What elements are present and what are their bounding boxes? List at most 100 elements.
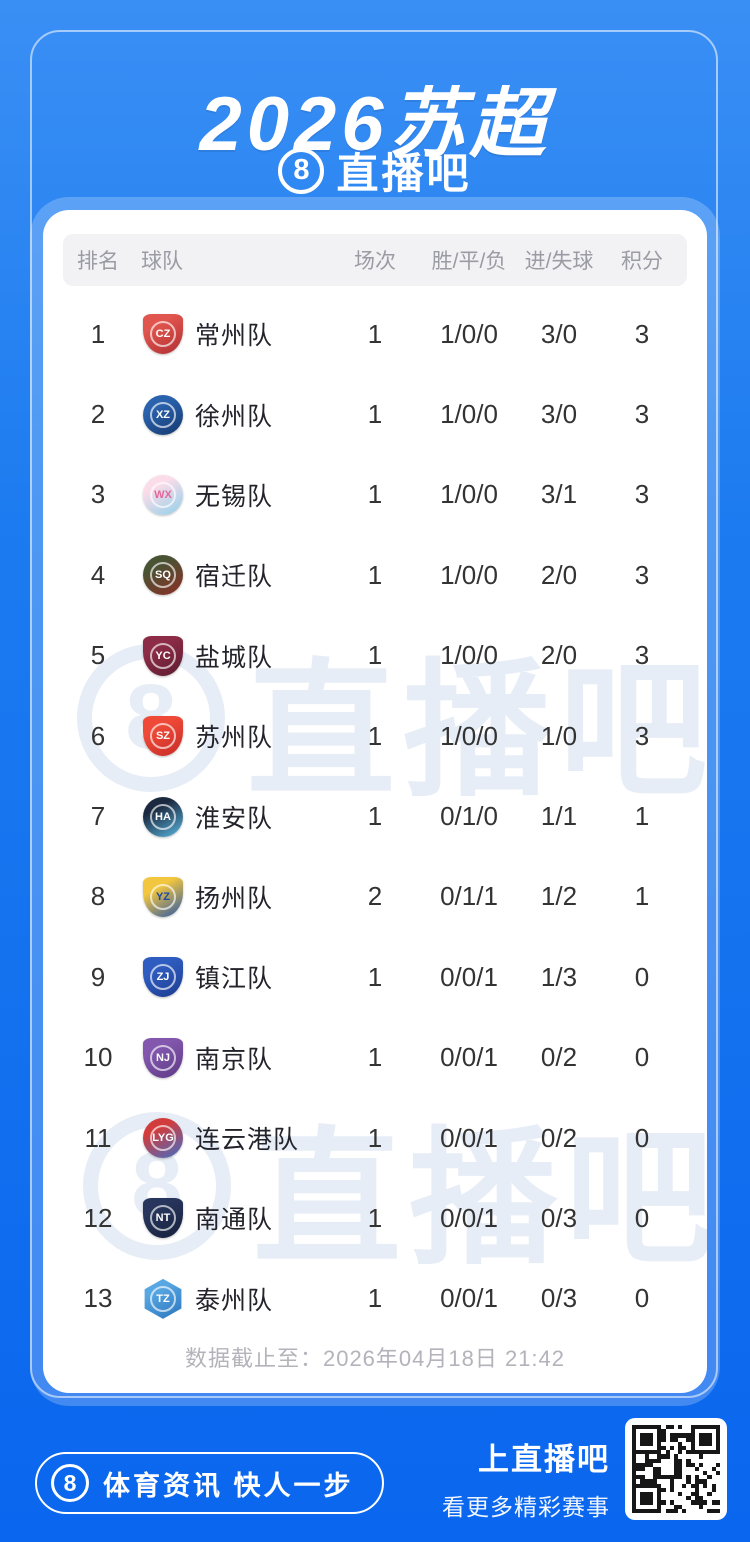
team-logo-icon: XZ xyxy=(143,394,183,435)
team-name: 徐州队 xyxy=(195,402,274,431)
points-cell: 1 xyxy=(634,801,650,832)
points-cell: 3 xyxy=(634,640,650,671)
table-row: 8 YZ 扬州队 2 0/1/1 1/2 1 xyxy=(63,857,687,937)
standings-card: 8 直播吧 8 直播吧 排名 球队 场次 胜/平/负 进/失球 积分 1 CZ … xyxy=(43,210,707,1393)
points-cell: 0 xyxy=(634,1042,650,1073)
played-cell: 1 xyxy=(367,1202,383,1233)
points-cell: 3 xyxy=(634,559,650,590)
zhibo8-logo-icon: 8 xyxy=(51,1464,89,1502)
goals-cell: 1/3 xyxy=(540,961,578,992)
wdl-cell: 0/1/0 xyxy=(440,801,498,832)
team-name: 泰州队 xyxy=(195,1286,274,1315)
wdl-cell: 1/0/0 xyxy=(440,318,498,349)
goals-cell: 0/2 xyxy=(540,1042,578,1073)
cta-title: 上直播吧 xyxy=(478,1442,610,1477)
played-cell: 1 xyxy=(367,961,383,992)
wdl-cell: 0/0/1 xyxy=(440,1042,498,1073)
team-abbr: NJ xyxy=(155,1051,171,1064)
rank-cell: 9 xyxy=(90,961,106,992)
team-abbr: WX xyxy=(154,488,172,501)
table-row: 4 SQ 宿迁队 1 1/0/0 2/0 3 xyxy=(63,535,687,615)
team-name: 扬州队 xyxy=(195,884,274,913)
team-cell: LYG 连云港队 xyxy=(133,1118,333,1159)
table-row: 1 CZ 常州队 1 1/0/0 3/0 3 xyxy=(63,294,687,374)
team-cell: NT 南通队 xyxy=(133,1198,333,1239)
rank-cell: 1 xyxy=(90,318,106,349)
col-goals: 进/失球 xyxy=(524,250,594,273)
team-abbr: SZ xyxy=(155,730,171,743)
goals-cell: 1/1 xyxy=(540,801,578,832)
goals-cell: 3/1 xyxy=(540,479,578,510)
rank-cell: 5 xyxy=(90,640,106,671)
played-cell: 1 xyxy=(367,640,383,671)
rank-cell: 8 xyxy=(90,881,106,912)
team-name: 苏州队 xyxy=(195,724,274,753)
team-name: 连云港队 xyxy=(195,1126,300,1155)
table-row: 3 WX 无锡队 1 1/0/0 3/1 3 xyxy=(63,455,687,535)
slogan-pill: 8 体育资讯 快人一步 xyxy=(35,1452,384,1514)
wdl-cell: 1/0/0 xyxy=(440,559,498,590)
team-abbr: CZ xyxy=(155,328,171,341)
table-header: 排名 球队 场次 胜/平/负 进/失球 积分 xyxy=(63,234,687,286)
rank-cell: 2 xyxy=(90,399,106,430)
team-cell: SZ 苏州队 xyxy=(133,716,333,757)
goals-cell: 3/0 xyxy=(540,318,578,349)
team-cell: XZ 徐州队 xyxy=(133,394,333,435)
goals-cell: 0/3 xyxy=(540,1202,578,1233)
team-cell: WX 无锡队 xyxy=(133,474,333,515)
played-cell: 1 xyxy=(367,1042,383,1073)
team-cell: ZJ 镇江队 xyxy=(133,957,333,998)
played-cell: 1 xyxy=(367,318,383,349)
team-logo-icon: HA xyxy=(143,796,183,837)
played-cell: 1 xyxy=(367,801,383,832)
wdl-cell: 1/0/0 xyxy=(440,479,498,510)
goals-cell: 1/2 xyxy=(540,881,578,912)
wdl-cell: 0/1/1 xyxy=(440,881,498,912)
team-name: 淮安队 xyxy=(195,804,274,833)
goals-cell: 3/0 xyxy=(540,399,578,430)
played-cell: 1 xyxy=(367,559,383,590)
page-title: 2026苏超 xyxy=(199,82,551,167)
team-name: 南京队 xyxy=(195,1045,274,1074)
brand-name: 直播吧 xyxy=(336,150,472,197)
played-cell: 1 xyxy=(367,479,383,510)
played-cell: 1 xyxy=(367,1122,383,1153)
team-logo-icon: SQ xyxy=(143,555,183,596)
team-logo-icon: TZ xyxy=(144,1278,182,1319)
rank-cell: 11 xyxy=(84,1122,112,1153)
team-abbr: TZ xyxy=(156,1292,170,1305)
team-abbr: YC xyxy=(155,649,171,662)
qr-code xyxy=(625,1418,727,1520)
points-cell: 3 xyxy=(634,720,650,751)
played-cell: 1 xyxy=(367,1283,383,1314)
col-team: 球队 xyxy=(141,250,183,273)
team-abbr: YZ xyxy=(155,890,171,903)
points-cell: 3 xyxy=(634,479,650,510)
rank-cell: 6 xyxy=(90,720,106,751)
rank-cell: 7 xyxy=(90,801,106,832)
points-cell: 3 xyxy=(634,399,650,430)
data-cutoff-note: 数据截止至：2026年04月18日 21:42 xyxy=(184,1346,566,1371)
team-abbr: HA xyxy=(155,810,171,823)
wdl-cell: 0/0/1 xyxy=(440,1283,498,1314)
goals-cell: 0/3 xyxy=(540,1283,578,1314)
cta-block: 上直播吧 看更多精彩赛事 xyxy=(442,1434,610,1522)
table-row: 11 LYG 连云港队 1 0/0/1 0/2 0 xyxy=(63,1098,687,1178)
team-name: 常州队 xyxy=(195,322,274,351)
team-cell: YC 盐城队 xyxy=(133,635,333,676)
table-row: 7 HA 淮安队 1 0/1/0 1/1 1 xyxy=(63,776,687,856)
team-name: 盐城队 xyxy=(195,643,274,672)
col-wdl: 胜/平/负 xyxy=(431,250,507,273)
wdl-cell: 0/0/1 xyxy=(440,1202,498,1233)
team-abbr: SQ xyxy=(155,569,171,582)
team-logo-icon: CZ xyxy=(143,314,183,355)
played-cell: 1 xyxy=(367,720,383,751)
team-logo-icon: NJ xyxy=(143,1037,183,1078)
team-cell: NJ 南京队 xyxy=(133,1037,333,1078)
team-abbr: NT xyxy=(155,1212,171,1225)
slogan-text: 体育资讯 快人一步 xyxy=(103,1470,354,1501)
zhibo8-logo-icon: 8 xyxy=(278,147,325,194)
team-logo-icon: ZJ xyxy=(143,957,183,998)
wdl-cell: 0/0/1 xyxy=(440,1122,498,1153)
rank-cell: 13 xyxy=(83,1283,113,1314)
